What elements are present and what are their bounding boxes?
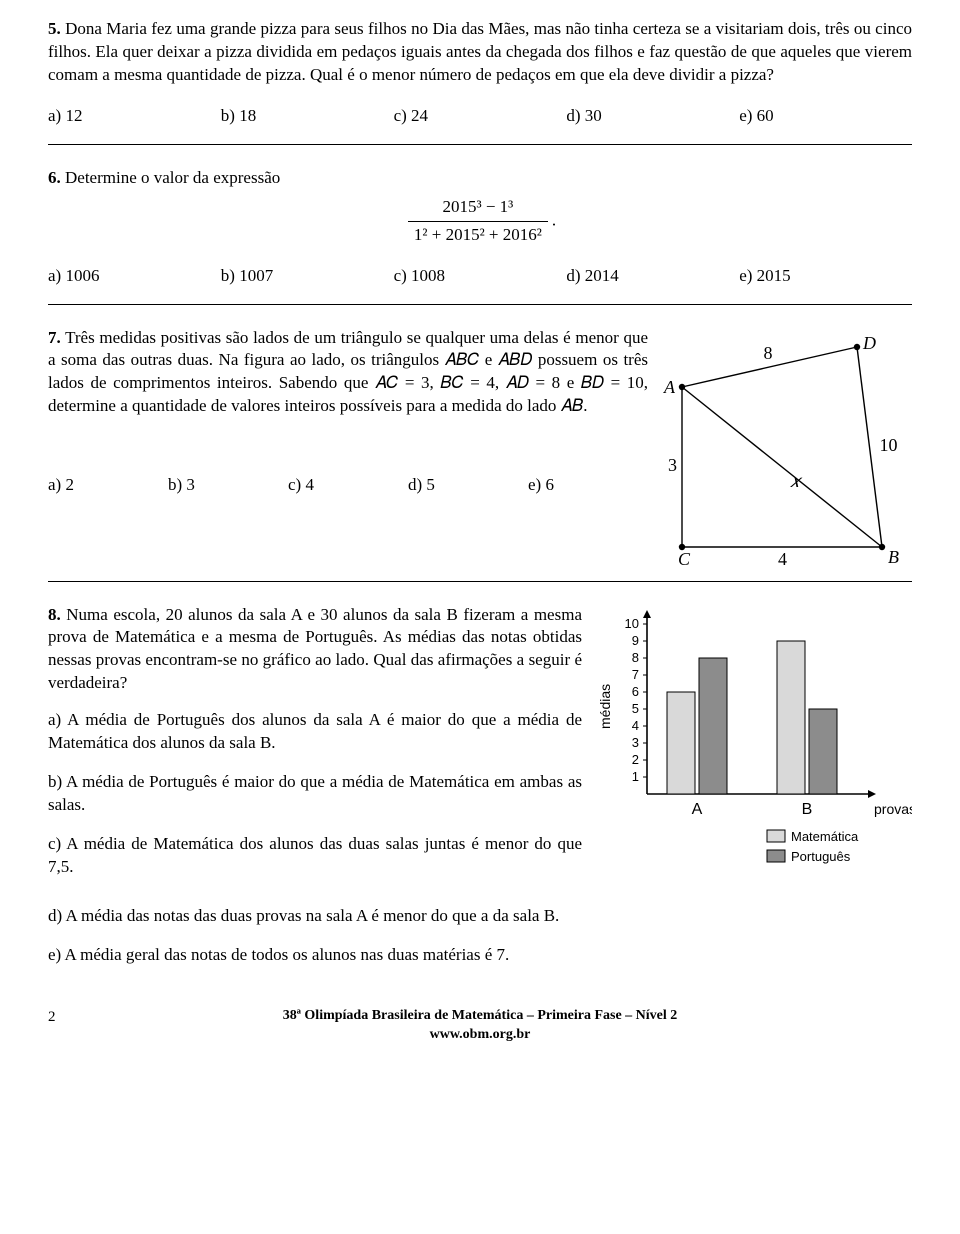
q6-opt-a[interactable]: a) 1006 [48, 265, 221, 288]
svg-text:A: A [663, 377, 676, 397]
footer-line1: 38ª Olimpíada Brasileira de Matemática –… [283, 1008, 678, 1023]
q7-opt-e[interactable]: e) 6 [528, 474, 648, 497]
question-6: 6. Determine o valor da expressão [48, 167, 912, 190]
q5-number: 5. [48, 19, 61, 38]
svg-text:3: 3 [632, 735, 639, 750]
svg-text:6: 6 [632, 684, 639, 699]
bar-chart: 1 2 3 4 5 6 7 8 9 10 médias A Bprovas Matemática Portu… [592, 604, 912, 864]
q6-opt-e[interactable]: e) 2015 [739, 265, 912, 288]
question-7: 7. Três medidas positivas são lados de u… [48, 327, 648, 514]
svg-text:7: 7 [632, 667, 639, 682]
svg-text:2: 2 [632, 752, 639, 767]
q7-figure: A B C D 8 10 3 4 𝑥 [662, 327, 912, 567]
q8-intro: Numa escola, 20 alunos da sala A e 30 al… [48, 605, 582, 693]
q6-opt-b[interactable]: b) 1007 [221, 265, 394, 288]
svg-text:8: 8 [764, 343, 773, 363]
svg-text:Matemática: Matemática [791, 829, 859, 844]
question-8-row: 8. Numa escola, 20 alunos da sala A e 30… [48, 604, 912, 895]
svg-text:4: 4 [632, 718, 639, 733]
svg-text:A: A [692, 801, 703, 818]
question-8: 8. Numa escola, 20 alunos da sala A e 30… [48, 604, 582, 696]
q6-opt-c[interactable]: c) 1008 [394, 265, 567, 288]
svg-text:4: 4 [778, 549, 787, 567]
q5-opt-a[interactable]: a) 12 [48, 105, 221, 128]
footer-line2: www.obm.org.br [430, 1027, 531, 1042]
q7-text: Três medidas positivas são lados de um t… [48, 328, 648, 416]
q7-number: 7. [48, 328, 61, 347]
q6-opt-d[interactable]: d) 2014 [566, 265, 739, 288]
q6-text: Determine o valor da expressão [61, 168, 281, 187]
triangle-diagram: A B C D 8 10 3 4 𝑥 [662, 327, 912, 567]
q8-opt-e[interactable]: e) A média geral das notas de todos os a… [48, 944, 912, 967]
q6-expression: 2015³ − 1³ 1² + 2015² + 2016² . [48, 196, 912, 247]
svg-text:1: 1 [632, 769, 639, 784]
svg-text:B: B [888, 547, 899, 567]
svg-text:5: 5 [632, 701, 639, 716]
fraction-denominator: 1² + 2015² + 2016² [408, 222, 548, 247]
question-7-row: 7. Três medidas positivas são lados de u… [48, 327, 912, 567]
q6-options: a) 1006 b) 1007 c) 1008 d) 2014 e) 2015 [48, 265, 912, 288]
q5-opt-b[interactable]: b) 18 [221, 105, 394, 128]
q8-opt-b[interactable]: b) A média de Português é maior do que a… [48, 771, 582, 817]
q8-number: 8. [48, 605, 61, 624]
divider [48, 304, 912, 305]
q8-opt-a[interactable]: a) A média de Português dos alunos da sa… [48, 709, 582, 755]
svg-text:10: 10 [625, 616, 639, 631]
svg-text:C: C [678, 549, 691, 567]
q7-opt-a[interactable]: a) 2 [48, 474, 168, 497]
svg-text:provas: provas [874, 801, 912, 817]
q5-opt-c[interactable]: c) 24 [394, 105, 567, 128]
fraction-numerator: 2015³ − 1³ [408, 196, 548, 222]
expression-dot: . [552, 210, 556, 229]
q8-opt-c[interactable]: c) A média de Matemática dos alunos das … [48, 833, 582, 879]
page-number: 2 [48, 1007, 56, 1027]
svg-text:B: B [802, 801, 813, 818]
svg-text:10: 10 [880, 435, 898, 455]
divider [48, 144, 912, 145]
svg-text:9: 9 [632, 633, 639, 648]
page-footer: 2 38ª Olimpíada Brasileira de Matemática… [48, 1007, 912, 1069]
fraction: 2015³ − 1³ 1² + 2015² + 2016² [404, 196, 552, 247]
q5-opt-d[interactable]: d) 30 [566, 105, 739, 128]
q5-options: a) 12 b) 18 c) 24 d) 30 e) 60 [48, 105, 912, 128]
q8-figure: 1 2 3 4 5 6 7 8 9 10 médias A Bprovas Matemática Portu… [592, 604, 912, 864]
q7-opt-c[interactable]: c) 4 [288, 474, 408, 497]
question-5: 5. Dona Maria fez uma grande pizza para … [48, 18, 912, 87]
svg-text:3: 3 [668, 455, 677, 475]
q6-number: 6. [48, 168, 61, 187]
svg-text:8: 8 [632, 650, 639, 665]
divider [48, 581, 912, 582]
q8-opt-d[interactable]: d) A média das notas das duas provas na … [48, 905, 912, 928]
svg-text:Português: Português [791, 849, 851, 864]
q5-opt-e[interactable]: e) 60 [739, 105, 912, 128]
q7-options: a) 2 b) 3 c) 4 d) 5 e) 6 [48, 474, 648, 497]
svg-text:médias: médias [597, 683, 613, 728]
q5-text: Dona Maria fez uma grande pizza para seu… [48, 19, 912, 84]
svg-text:D: D [862, 333, 876, 353]
q7-opt-b[interactable]: b) 3 [168, 474, 288, 497]
q7-opt-d[interactable]: d) 5 [408, 474, 528, 497]
svg-text:𝑥: 𝑥 [790, 471, 803, 491]
